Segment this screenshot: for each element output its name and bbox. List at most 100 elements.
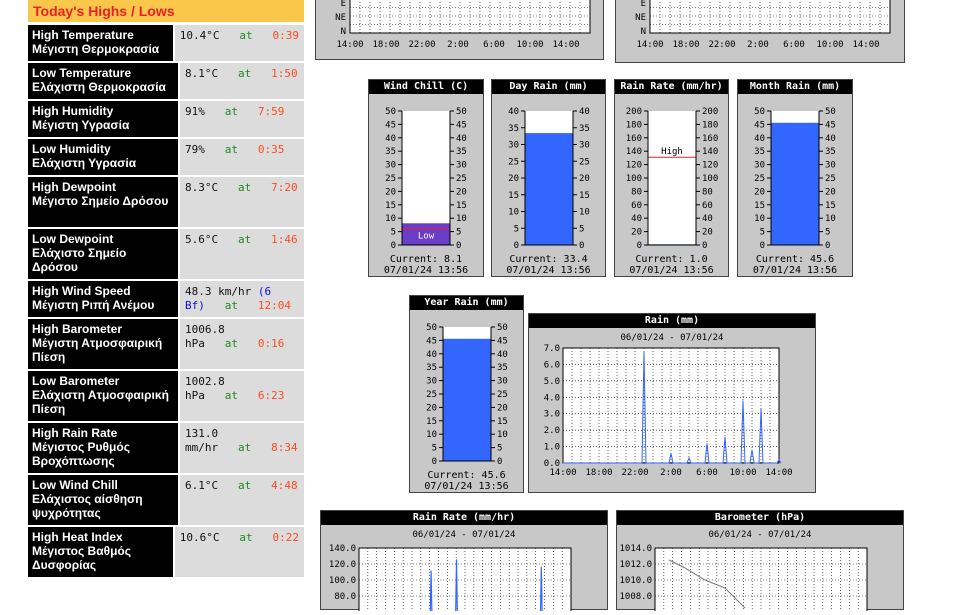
gauge-date: 07/01/24 13:56	[506, 265, 591, 276]
gauge-current: Current: 8.1	[389, 254, 463, 265]
gauge-tick-left: 50	[426, 323, 437, 333]
gauge-tick-left: 60	[631, 201, 642, 211]
rain-ylabel: 7.0	[544, 344, 560, 354]
gauge-tick-right: 15	[825, 201, 836, 211]
time-text: 0:16	[257, 337, 285, 350]
gauge-tick-right: 15	[456, 201, 467, 211]
gauge-tick-left: 160	[626, 134, 642, 144]
label-greek: Μέγιστος Ρυθμός Βροχόπτωσης	[32, 440, 130, 468]
rain-rate-plot: 06/01/24 - 07/01/24 140.0 120.0 100.0 80.0	[329, 530, 572, 615]
gauge-title: Wind Chill (C)	[369, 80, 483, 94]
gauge-title: Day Rain (mm)	[492, 80, 605, 94]
gauge-date: 07/01/24 13:56	[424, 481, 509, 492]
gauge-tick-left: 200	[626, 107, 642, 117]
xlabel: 10:00	[516, 40, 543, 50]
gauge-tick-right: 50	[456, 107, 467, 117]
time-text: 6:23	[257, 389, 285, 402]
time-text: 0:22	[272, 531, 300, 544]
gauge-tick-right: 20	[702, 228, 713, 238]
rain_rate_graph-ylabel: 120.0	[329, 560, 356, 570]
time-text: 1:46	[271, 233, 298, 246]
rain-graph-title: Rain (mm)	[529, 314, 815, 328]
label-greek: Μέγιστη Υγρασία	[32, 118, 130, 132]
gauge-tick-left: 30	[426, 377, 437, 387]
highs-lows-row: Low Temperature Ελάχιστη Θερμοκρασία 8.1°C…	[28, 63, 304, 99]
gauge-tick-right: 35	[456, 147, 467, 157]
rain-xlabel: 6:00	[696, 468, 718, 478]
label-english: High Humidity	[32, 104, 114, 118]
gauge-tick-left: 0	[637, 241, 642, 251]
rain_rate_graph-ylabel: 80.0	[334, 592, 356, 602]
value-text: 8.3°C	[185, 181, 219, 194]
time-text: 12:04	[257, 299, 291, 312]
row-value: 131.0 mm/hr at 8:34	[180, 423, 304, 473]
at-text: at	[238, 479, 252, 492]
gauge-tick-left: 120	[626, 161, 642, 171]
xlabel: 6:00	[783, 40, 805, 50]
gauge-current: Current: 45.6	[427, 470, 506, 481]
label-greek: Ελάχιστη Υγρασία	[32, 156, 137, 170]
gauge-tick-left: 15	[385, 201, 396, 211]
rain-xlabel: 14:00	[549, 468, 576, 478]
rain-ylabel: 0.0	[544, 459, 560, 469]
rain-xlabel: 22:00	[621, 468, 648, 478]
gauge-tick-right: 140	[702, 147, 718, 157]
ylabel-n: N	[341, 27, 346, 37]
gauge-tick-right: 5	[579, 224, 584, 234]
label-greek: Μέγιστος Βαθμός Δυσφορίας	[32, 544, 131, 572]
gauge-tick-right: 0	[456, 241, 461, 251]
time-text: 4:48	[271, 479, 298, 492]
highs-lows-row: Low Barometer Ελάχιστη Ατμοσφαιρική Πίεση…	[28, 371, 304, 421]
highs-lows-row: High Heat Index Μέγιστος Βαθμός Δυσφορίας…	[28, 527, 304, 577]
gauge-tick-right: 20	[825, 187, 836, 197]
label-greek: Μέγιστη Ριπή Ανέμου	[32, 298, 155, 312]
row-value: 1002.8 hPa at 6:23	[180, 371, 304, 421]
gauge-tick-left: 30	[508, 141, 519, 151]
gauge-title: Rain Rate (mm/hr)	[615, 80, 728, 94]
barometer_graph-date-range: 06/01/24 - 07/01/24	[709, 530, 812, 540]
label-english: High Heat Index	[32, 530, 123, 544]
time-text: 7:59	[257, 105, 285, 118]
gauge-tick-left: 15	[508, 191, 519, 201]
xlabel: 22:00	[708, 40, 735, 50]
highs-lows-row: Low Humidity Ελάχιστη Υγρασία 79% at 0:35	[28, 139, 304, 175]
rain-xlabel: 18:00	[585, 468, 612, 478]
gauge-title: Year Rain (mm)	[410, 296, 523, 310]
gauge-tick-left: 35	[385, 147, 396, 157]
gauge-tick-left: 45	[426, 336, 437, 346]
value-text: 1002.8 hPa	[185, 375, 225, 402]
gauge-tick-right: 15	[579, 191, 590, 201]
row-value: 5.6°C at 1:46	[180, 229, 304, 279]
highs-lows-row: High Wind Speed Μέγιστη Ριπή Ανέμου 48.3 k…	[28, 281, 304, 317]
rain-ylabel: 6.0	[544, 360, 560, 370]
rain-ylabel: 3.0	[544, 410, 560, 420]
gauge-tick-right: 200	[702, 107, 718, 117]
at-text: at	[224, 337, 238, 350]
value-text: 79%	[185, 143, 205, 156]
highs-lows-title: Today's Highs / Lows	[28, 0, 304, 22]
gauge-tick-right: 45	[825, 120, 836, 130]
row-label: Low Temperature Ελάχιστη Θερμοκρασία	[28, 63, 178, 99]
day-rain-gauge: Day Rain (mm) 40 40 35 35 30 30 25 25 20 20 15 15 10 1…	[491, 79, 606, 277]
label-greek: Ελάχιστη Ατμοσφαιρική Πίεση	[32, 388, 169, 416]
gauge-fill	[771, 122, 819, 245]
highs-lows-row: High Barometer Μέγιστη Ατμοσφαιρική Πίεση…	[28, 319, 304, 369]
gauge-tick-right: 10	[579, 208, 590, 218]
gauge-tick-right: 40	[497, 350, 508, 360]
gauge-tick-left: 30	[754, 161, 765, 171]
gauge-tick-right: 20	[497, 403, 508, 413]
gauge-tick-left: 20	[426, 403, 437, 413]
row-label: High Wind Speed Μέγιστη Ριπή Ανέμου	[28, 281, 178, 317]
barometer-plot: 06/01/24 - 07/01/24 1014.0 1012.0 1010.0 100…	[619, 530, 868, 615]
gauge-tick-right: 40	[456, 134, 467, 144]
gauge-tick-left: 20	[508, 174, 519, 184]
rain_rate_graph-ylabel: 100.0	[329, 576, 356, 586]
gauge-tick-right: 120	[702, 161, 718, 171]
row-value: 1006.8 hPa at 0:16	[180, 319, 304, 369]
xlabel: 10:00	[816, 40, 843, 50]
ylabel-ne: NE	[635, 13, 646, 23]
rain-ylabel: 2.0	[544, 426, 560, 436]
xlabel: 14:00	[636, 40, 663, 50]
label-english: Low Barometer	[32, 374, 120, 388]
